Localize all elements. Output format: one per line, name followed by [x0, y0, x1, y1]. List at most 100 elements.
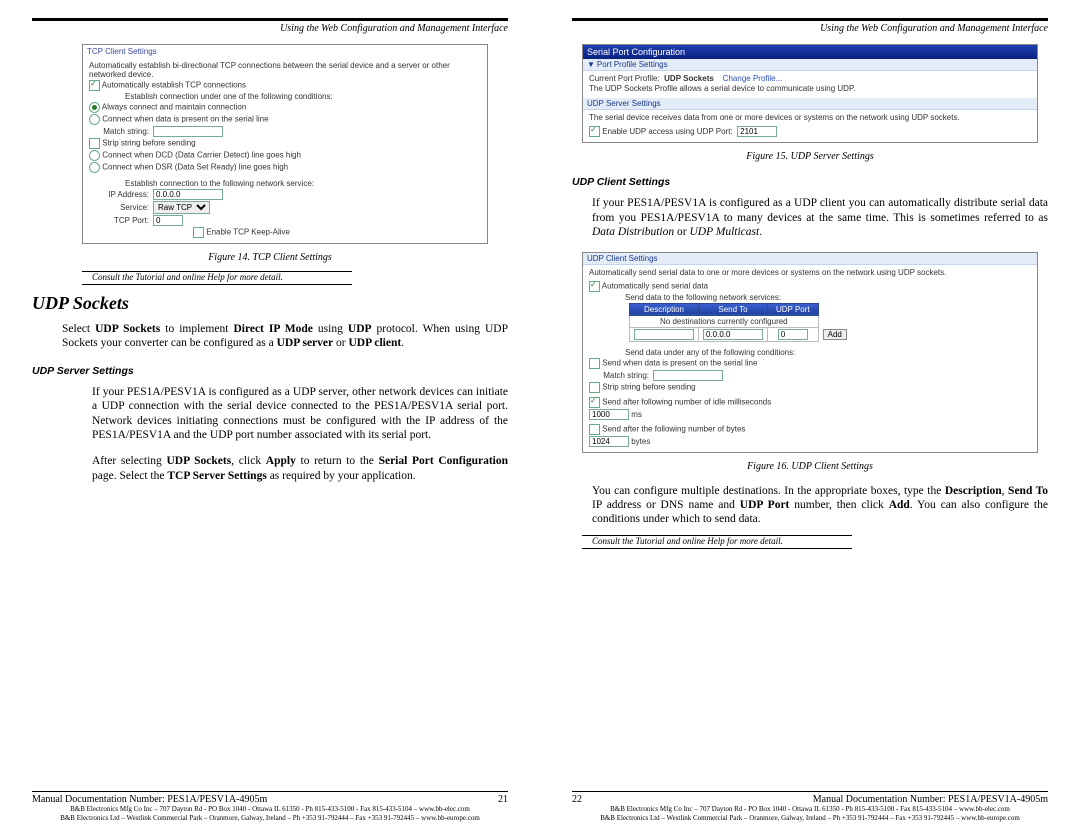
opt-always-label: Always connect and maintain connection — [102, 103, 247, 112]
tcp-client-screenshot: TCP Client Settings Automatically establ… — [82, 44, 488, 244]
ip-input[interactable] — [153, 189, 223, 200]
opt-dcd-label: Connect when DCD (Data Carrier Detect) l… — [102, 151, 301, 160]
send-to-label: Send data to the following network servi… — [625, 293, 1031, 302]
auto-send-checkbox[interactable] — [589, 281, 600, 292]
footer-right: 22 Manual Documentation Number: PES1A/PE… — [572, 791, 1048, 822]
port-profile-head[interactable]: ▼Port Profile Settings — [583, 59, 1037, 71]
footer-left: Manual Documentation Number: PES1A/PESV1… — [32, 791, 508, 822]
service-label: Service: — [89, 203, 149, 212]
footer-addr1-left: B&B Electronics Mfg Co Inc – 707 Dayton … — [32, 805, 508, 813]
header-text-left: Using the Web Configuration and Manageme… — [32, 23, 508, 34]
cond-bytes-label: Send after the following number of bytes — [602, 424, 745, 433]
server-desc: The serial device receives data from one… — [589, 113, 1031, 122]
header-text-right: Using the Web Configuration and Manageme… — [572, 23, 1048, 34]
service-select[interactable]: Raw TCP — [153, 201, 210, 214]
cond-idle-checkbox[interactable] — [589, 397, 600, 408]
add-button[interactable]: Add — [823, 329, 847, 340]
fig15-caption: Figure 15. UDP Server Settings — [572, 151, 1048, 162]
auto-establish-checkbox[interactable] — [89, 80, 100, 91]
tcp-client-title: TCP Client Settings — [83, 45, 487, 58]
current-profile-value: UDP Sockets — [664, 74, 714, 83]
cond-serial-label: Send when data is present on the serial … — [602, 358, 757, 367]
change-profile-link[interactable]: Change Profile... — [723, 74, 783, 83]
opt-serial-radio[interactable] — [89, 114, 100, 125]
footer-addr2-right: B&B Electronics Ltd – Westlink Commercia… — [572, 814, 1048, 822]
auto-establish-label: Automatically establish TCP connections — [102, 81, 246, 90]
keepalive-label: Enable TCP Keep-Alive — [206, 228, 290, 237]
udpport-input[interactable] — [778, 329, 808, 340]
tcp-port-label: TCP Port: — [89, 216, 149, 225]
footer-addr1-right: B&B Electronics Mfg Co Inc – 707 Dayton … — [572, 805, 1048, 813]
desc-input[interactable] — [634, 329, 694, 340]
strip-label: Strip string before sending — [102, 139, 195, 148]
hint-text-right: Consult the Tutorial and online Help for… — [582, 536, 1048, 546]
strip-label-r: Strip string before sending — [602, 382, 695, 391]
opt-dsr-label: Connect when DSR (Data Set Ready) line g… — [102, 163, 288, 172]
enable-udp-checkbox[interactable] — [589, 126, 600, 137]
header-rule — [32, 18, 508, 21]
fig16-caption: Figure 16. UDP Client Settings — [572, 461, 1048, 472]
left-para3: After selecting UDP Sockets, click Apply… — [92, 454, 508, 483]
page-spread: Using the Web Configuration and Manageme… — [0, 0, 1080, 834]
opt-always-radio[interactable] — [89, 102, 100, 113]
udp-port-input[interactable] — [737, 126, 777, 137]
ip-label: IP Address: — [89, 190, 149, 199]
hint-block-left: Consult the Tutorial and online Help for… — [32, 271, 508, 285]
match-string-label-r: Match string: — [589, 371, 649, 380]
hint-block-right: Consult the Tutorial and online Help for… — [572, 535, 1048, 549]
establish-cond-label: Establish connection under one of the fo… — [125, 92, 481, 101]
opt-dcd-radio[interactable] — [89, 150, 100, 161]
serial-port-bar: Serial Port Configuration — [583, 45, 1037, 59]
udp-server-head: UDP Server Settings — [583, 98, 1037, 110]
col-udpport: UDP Port — [768, 303, 819, 315]
tcp-port-input[interactable] — [153, 215, 183, 226]
strip-checkbox-r[interactable] — [589, 382, 600, 393]
page-left: Using the Web Configuration and Manageme… — [0, 0, 540, 834]
keepalive-checkbox[interactable] — [193, 227, 204, 238]
udp-server-subheading-left: UDP Server Settings — [32, 365, 508, 377]
match-string-input-r[interactable] — [653, 370, 723, 381]
udp-client-subheading: UDP Client Settings — [572, 176, 1048, 188]
sendto-input[interactable] — [703, 329, 763, 340]
match-string-label: Match string: — [89, 127, 149, 136]
tcp-intro: Automatically establish bi-directional T… — [89, 61, 481, 79]
udp-dest-table: Description Send To UDP Port No destinat… — [629, 303, 851, 342]
udp-client-head: UDP Client Settings — [583, 253, 1037, 265]
header-rule-r — [572, 18, 1048, 21]
col-sendto: Send To — [699, 303, 768, 315]
page-num-right: 22 — [572, 794, 582, 805]
page-right: Using the Web Configuration and Manageme… — [540, 0, 1080, 834]
bytes-unit: bytes — [631, 437, 650, 446]
enable-udp-label: Enable UDP access using UDP Port: — [602, 127, 732, 136]
cond-serial-checkbox[interactable] — [589, 358, 600, 369]
udp-client-screenshot: UDP Client Settings Automatically send s… — [582, 252, 1038, 453]
opt-dsr-radio[interactable] — [89, 162, 100, 173]
right-para1: If your PES1A/PESV1A is configured as a … — [592, 196, 1048, 239]
udp-sockets-title: UDP Sockets — [32, 293, 508, 314]
strip-checkbox[interactable] — [89, 138, 100, 149]
idle-input[interactable] — [589, 409, 629, 420]
cond-idle-label: Send after following number of idle mill… — [602, 397, 771, 406]
left-para2: If your PES1A/PESV1A is configured as a … — [92, 385, 508, 443]
col-description: Description — [630, 303, 699, 315]
cond-bytes-checkbox[interactable] — [589, 424, 600, 435]
idle-unit: ms — [631, 410, 642, 419]
auto-send-label: Automatically send serial data — [602, 281, 708, 290]
match-string-input[interactable] — [153, 126, 223, 137]
current-profile-label: Current Port Profile: — [589, 74, 660, 83]
right-para2: You can configure multiple destinations.… — [592, 484, 1048, 527]
footer-addr2-left: B&B Electronics Ltd – Westlink Commercia… — [32, 814, 508, 822]
serial-port-config-screenshot: Serial Port Configuration ▼Port Profile … — [582, 44, 1038, 143]
net-service-label: Establish connection to the following ne… — [125, 179, 481, 188]
send-cond-label: Send data under any of the following con… — [625, 348, 1031, 357]
page-num-left: 21 — [498, 794, 508, 805]
hint-text-left: Consult the Tutorial and online Help for… — [82, 272, 508, 282]
opt-serial-label: Connect when data is present on the seri… — [102, 115, 268, 124]
profile-desc: The UDP Sockets Profile allows a serial … — [589, 84, 1031, 93]
doc-number-left: Manual Documentation Number: PES1A/PESV1… — [32, 794, 267, 805]
bytes-input[interactable] — [589, 436, 629, 447]
left-para1: Select UDP Sockets to implement Direct I… — [62, 322, 508, 351]
udp-client-intro: Automatically send serial data to one or… — [589, 268, 1031, 277]
fig14-caption: Figure 14. TCP Client Settings — [32, 252, 508, 263]
doc-number-right: Manual Documentation Number: PES1A/PESV1… — [813, 794, 1048, 805]
